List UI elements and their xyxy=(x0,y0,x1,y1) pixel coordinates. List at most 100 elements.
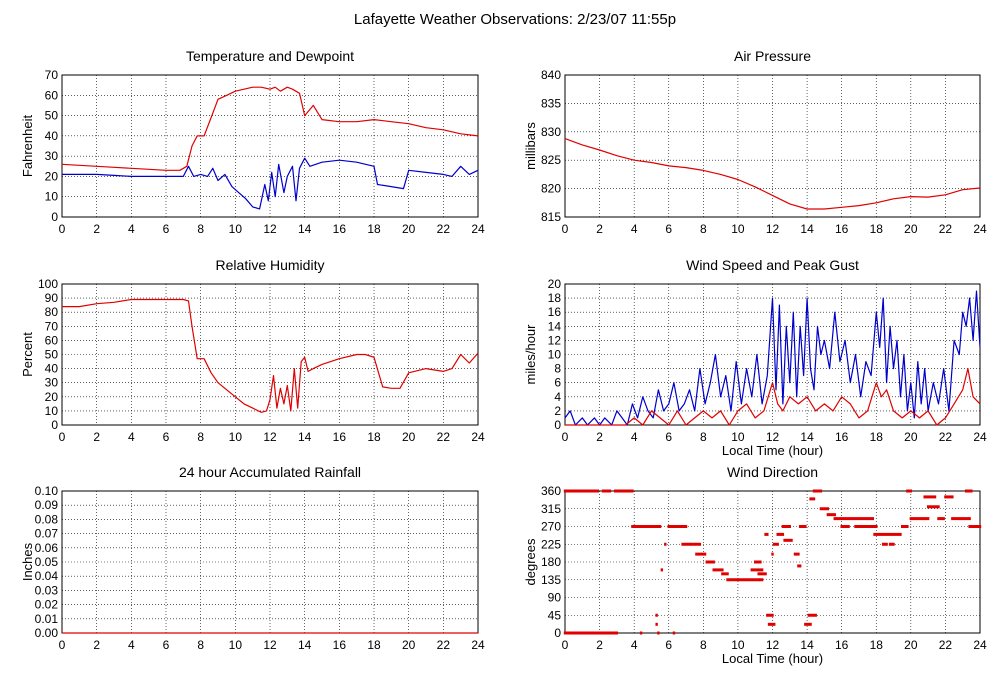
x-tick-label: 8 xyxy=(197,222,204,236)
x-tick-label: 20 xyxy=(904,222,918,236)
direction-point xyxy=(909,517,930,521)
chart-title: 24 hour Accumulated Rainfall xyxy=(179,464,361,480)
y-tick-label: 270 xyxy=(541,520,561,534)
direction-point xyxy=(750,568,764,572)
x-tick-label: 16 xyxy=(333,430,347,444)
x-tick-label: 4 xyxy=(128,222,135,236)
y-tick-label: 840 xyxy=(541,68,561,82)
y-tick-label: 0.05 xyxy=(35,555,59,569)
x-tick-label: 20 xyxy=(402,430,416,444)
plot-frame xyxy=(564,490,981,634)
y-tick-label: 20 xyxy=(45,169,59,183)
plot-frame xyxy=(61,283,479,426)
x-tick-label: 4 xyxy=(631,638,638,652)
direction-point xyxy=(809,497,816,501)
y-tick-label: 50 xyxy=(45,348,59,362)
x-tick-label: 8 xyxy=(197,430,204,444)
y-tick-label: 0.02 xyxy=(35,598,59,612)
y-tick-label: 825 xyxy=(541,153,561,167)
plot-frame xyxy=(564,74,981,218)
x-tick-label: 12 xyxy=(263,638,277,652)
x-tick-label: 4 xyxy=(631,222,638,236)
x-tick-label: 18 xyxy=(367,430,381,444)
y-tick-label: 2 xyxy=(554,404,561,418)
direction-point xyxy=(873,532,902,536)
chart-title: Relative Humidity xyxy=(216,257,325,273)
x-tick-label: 24 xyxy=(973,638,987,652)
y-tick-label: 0 xyxy=(554,418,561,432)
plot-frame xyxy=(61,74,479,218)
main-title: Lafayette Weather Observations: 2/23/07 … xyxy=(354,11,676,28)
x-tick-label: 2 xyxy=(596,222,603,236)
direction-point xyxy=(793,552,800,556)
x-tick-label: 14 xyxy=(800,430,814,444)
direction-point xyxy=(968,525,982,528)
x-tick-label: 24 xyxy=(471,638,485,652)
y-tick-label: 6 xyxy=(554,376,561,390)
y-tick-label: 0.04 xyxy=(35,569,59,583)
y-tick-label: 60 xyxy=(45,333,59,347)
x-axis-label: Local Time (hour) xyxy=(722,443,823,458)
y-tick-label: 45 xyxy=(548,608,562,622)
x-tick-label: 20 xyxy=(402,222,416,236)
x-tick-label: 0 xyxy=(59,638,66,652)
x-tick-label: 24 xyxy=(471,430,485,444)
y-tick-label: 30 xyxy=(45,149,59,163)
direction-point xyxy=(783,538,793,542)
x-tick-label: 0 xyxy=(562,430,569,444)
y-tick-label: 12 xyxy=(548,333,562,347)
x-tick-label: 0 xyxy=(59,222,66,236)
y-tick-label: 20 xyxy=(548,277,562,291)
y-tick-label: 360 xyxy=(541,484,561,498)
x-tick-label: 6 xyxy=(665,222,672,236)
direction-point xyxy=(926,505,940,509)
direction-point xyxy=(757,572,767,576)
direction-point xyxy=(804,622,812,626)
y-tick-label: 0 xyxy=(51,210,58,224)
x-tick-label: 4 xyxy=(128,430,135,444)
direction-point xyxy=(660,568,664,572)
direction-point xyxy=(695,552,707,556)
y-tick-label: 0.09 xyxy=(35,498,59,512)
x-tick-label: 16 xyxy=(835,638,849,652)
y-tick-label: 225 xyxy=(541,537,561,551)
y-axis-label: miles/hour xyxy=(523,324,538,385)
y-tick-label: 835 xyxy=(541,96,561,110)
direction-point xyxy=(563,631,619,635)
x-tick-label: 12 xyxy=(766,430,780,444)
plot-frame xyxy=(564,283,981,426)
direction-point xyxy=(655,613,658,617)
y-axis-label: Inches xyxy=(20,542,35,581)
x-tick-label: 20 xyxy=(402,638,416,652)
y-tick-label: 70 xyxy=(45,68,59,82)
y-tick-label: 4 xyxy=(554,390,561,404)
x-tick-label: 8 xyxy=(700,430,707,444)
y-tick-label: 80 xyxy=(45,305,59,319)
direction-point xyxy=(944,495,954,499)
direction-point xyxy=(771,552,774,556)
x-tick-label: 8 xyxy=(197,638,204,652)
direction-point xyxy=(906,489,913,493)
direction-point xyxy=(726,578,760,582)
x-tick-label: 12 xyxy=(766,638,780,652)
x-tick-label: 6 xyxy=(665,430,672,444)
y-tick-label: 60 xyxy=(45,88,59,102)
x-tick-label: 4 xyxy=(128,638,135,652)
x-tick-label: 6 xyxy=(163,430,170,444)
direction-point xyxy=(798,525,807,528)
series-line-1 xyxy=(62,157,479,210)
y-axis-label: Percent xyxy=(20,332,35,377)
direction-point xyxy=(681,542,691,546)
x-tick-label: 0 xyxy=(562,222,569,236)
direction-point xyxy=(833,517,874,521)
x-tick-label: 6 xyxy=(665,638,672,652)
y-tick-label: 0.01 xyxy=(35,612,59,626)
y-tick-label: 0 xyxy=(554,626,561,640)
direction-point xyxy=(951,517,971,521)
direction-point xyxy=(754,560,762,564)
x-tick-label: 2 xyxy=(93,638,100,652)
